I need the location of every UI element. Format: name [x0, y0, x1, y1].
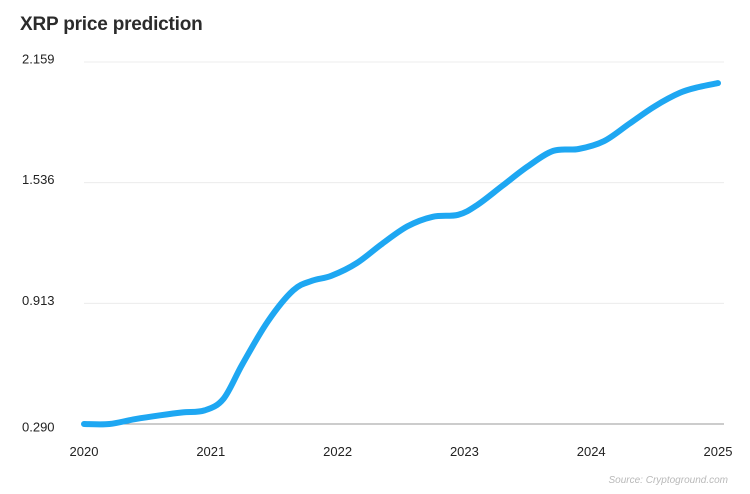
y-tick-label: 2.159 — [22, 51, 55, 66]
x-tick-label: 2022 — [323, 444, 352, 459]
y-axis-ticks: 2.159 1.536 0.913 0.290 — [22, 51, 55, 434]
y-tick-label: 0.290 — [22, 419, 55, 434]
x-tick-label: 2024 — [577, 444, 606, 459]
price-line — [81, 80, 721, 428]
grid-lines — [84, 61, 724, 425]
x-tick-label: 2025 — [704, 444, 733, 459]
x-tick-label: 2021 — [196, 444, 225, 459]
x-tick-label: 2020 — [70, 444, 99, 459]
y-tick-label: 0.913 — [22, 293, 55, 308]
x-axis-ticks: 2020 2021 2022 2023 2024 2025 — [70, 444, 733, 459]
source-note: Source: Cryptoground.com — [608, 475, 728, 486]
chart-title: XRP price prediction — [20, 14, 203, 35]
x-tick-label: 2023 — [450, 444, 479, 459]
y-tick-label: 1.536 — [22, 172, 55, 187]
